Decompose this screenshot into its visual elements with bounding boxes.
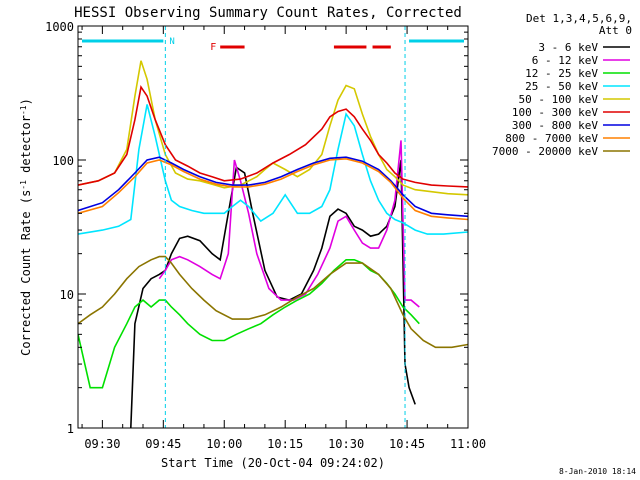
legend-header: Att 0 [599,24,632,37]
legend-label-6-12-kev: 6 - 12 keV [532,54,599,67]
night-marker-label: N [169,37,174,47]
series-50-100-kev [78,60,468,196]
series-6-12-kev [158,140,420,308]
legend-label-25-50-kev: 25 - 50 keV [525,80,598,93]
x-tick-label: 10:45 [389,437,425,451]
flare-marker-label: F [210,42,216,53]
y-tick-label: 10 [60,288,74,302]
series-7000-20000-kev [78,255,468,349]
y-tick-label: 1000 [45,20,74,34]
legend-label-7000-20000-kev: 7000 - 20000 keV [492,145,598,158]
x-tick-label: 09:45 [145,437,181,451]
x-tick-label: 10:15 [267,437,303,451]
legend-label-300-800-kev: 300 - 800 keV [512,119,598,132]
series-100-300-kev [78,85,468,188]
legend-label-12-25-kev: 12 - 25 keV [525,67,598,80]
y-tick-label: 1 [67,422,74,436]
series-300-800-kev [78,156,468,218]
legend-label-50-100-kev: 50 - 100 keV [519,93,599,106]
y-axis-label: Corrected Count Rate (s-1 detector-1) [19,98,34,356]
x-tick-label: 10:00 [206,437,242,451]
series-800-7000-kev [78,157,468,221]
legend-label-100-300-kev: 100 - 300 keV [512,106,598,119]
axis-ticks: 09:30 09:45 10:00 10:15 10:30 10:45 11:00 1 10 10… [45,20,486,451]
y-tick-label: 100 [52,154,74,168]
chart-title: HESSI Observing Summary Count Rates, Cor… [74,5,462,21]
series-3-6-kev [130,159,416,428]
generation-timestamp: 8-Jan-2010 18:14 [559,467,636,476]
series-12-25-kev [78,259,420,389]
x-tick-label: 09:30 [84,437,120,451]
x-tick-label: 11:00 [450,437,486,451]
legend-label-3-6-kev: 3 - 6 keV [538,41,598,54]
series-layer [78,60,468,428]
x-tick-label: 10:30 [328,437,364,451]
legend-header: Det 1,3,4,5,6,9, [526,12,632,25]
plot-frame [77,25,469,429]
x-axis-label: Start Time (20-Oct-04 09:24:02) [161,456,385,470]
legend-label-800-7000-kev: 800 - 7000 keV [505,132,598,145]
series-25-50-kev [78,104,468,235]
